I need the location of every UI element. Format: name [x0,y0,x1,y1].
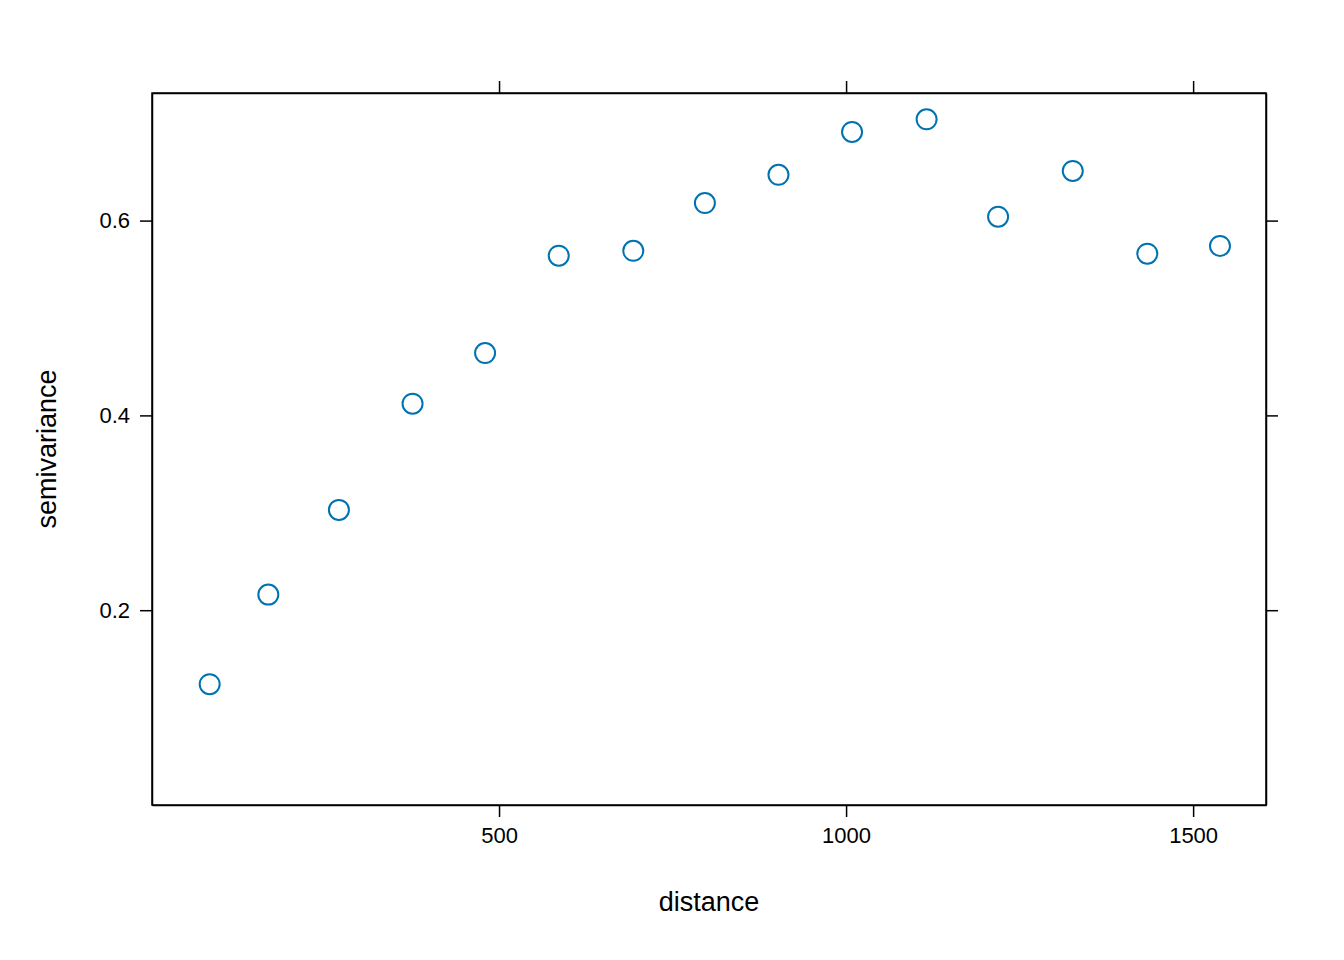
point [258,585,278,605]
x-axis-title: distance [659,887,760,917]
y-tick-mark [1266,415,1278,417]
x-tick [846,81,847,93]
x-tick: 500 [481,805,518,848]
point [988,207,1008,227]
y-tick-mark [1266,610,1278,612]
y-tick [1266,221,1278,222]
point [695,193,715,213]
x-tick-label: 500 [481,823,518,848]
x-tick-mark [1193,81,1195,93]
y-tick: 0.2 [99,598,152,623]
plot-area: 500 1000 1500 0.2 0.4 0.6 [99,81,1278,848]
x-tick: 1000 [822,805,871,848]
y-tick-label: 0.2 [99,598,130,623]
x-axis: 500 1000 1500 [153,805,1267,848]
y-tick-mark [140,220,152,222]
point [842,122,862,142]
x-tick-mark [846,81,848,93]
point [200,674,220,694]
chart: 500 1000 1500 0.2 0.4 0.6 distance semivariance [0,0,1344,960]
point [549,246,569,266]
points [200,109,1230,694]
y-tick-mark [1266,220,1278,222]
y-tick-label: 0.4 [99,403,130,428]
point [475,343,495,363]
x-tick [499,81,500,93]
y-tick-mark [140,610,152,612]
point [623,241,643,261]
y-tick: 0.4 [99,403,152,428]
point [768,165,788,185]
point [1063,161,1083,181]
x-tick-mark [499,805,501,817]
y-axis-title: semivariance [32,369,62,528]
y-tick-label: 0.6 [99,208,130,233]
point [917,109,937,129]
x-tick-mark [499,81,501,93]
point [1210,236,1230,256]
point [1137,244,1157,264]
x-axis [153,81,1267,94]
y-axis: 0.2 0.4 0.6 [99,94,152,806]
x-tick-mark [1193,805,1195,817]
x-tick-mark [846,805,848,817]
plot-frame [152,93,1266,805]
x-tick-label: 1000 [822,823,871,848]
point [329,500,349,520]
y-tick [1266,610,1278,611]
point [403,394,423,414]
y-tick: 0.6 [99,208,152,233]
y-tick [1266,415,1278,416]
y-tick-mark [140,415,152,417]
x-tick-label: 1500 [1169,823,1218,848]
x-tick: 1500 [1169,805,1218,848]
x-tick [1193,81,1194,93]
y-axis [1266,94,1278,806]
